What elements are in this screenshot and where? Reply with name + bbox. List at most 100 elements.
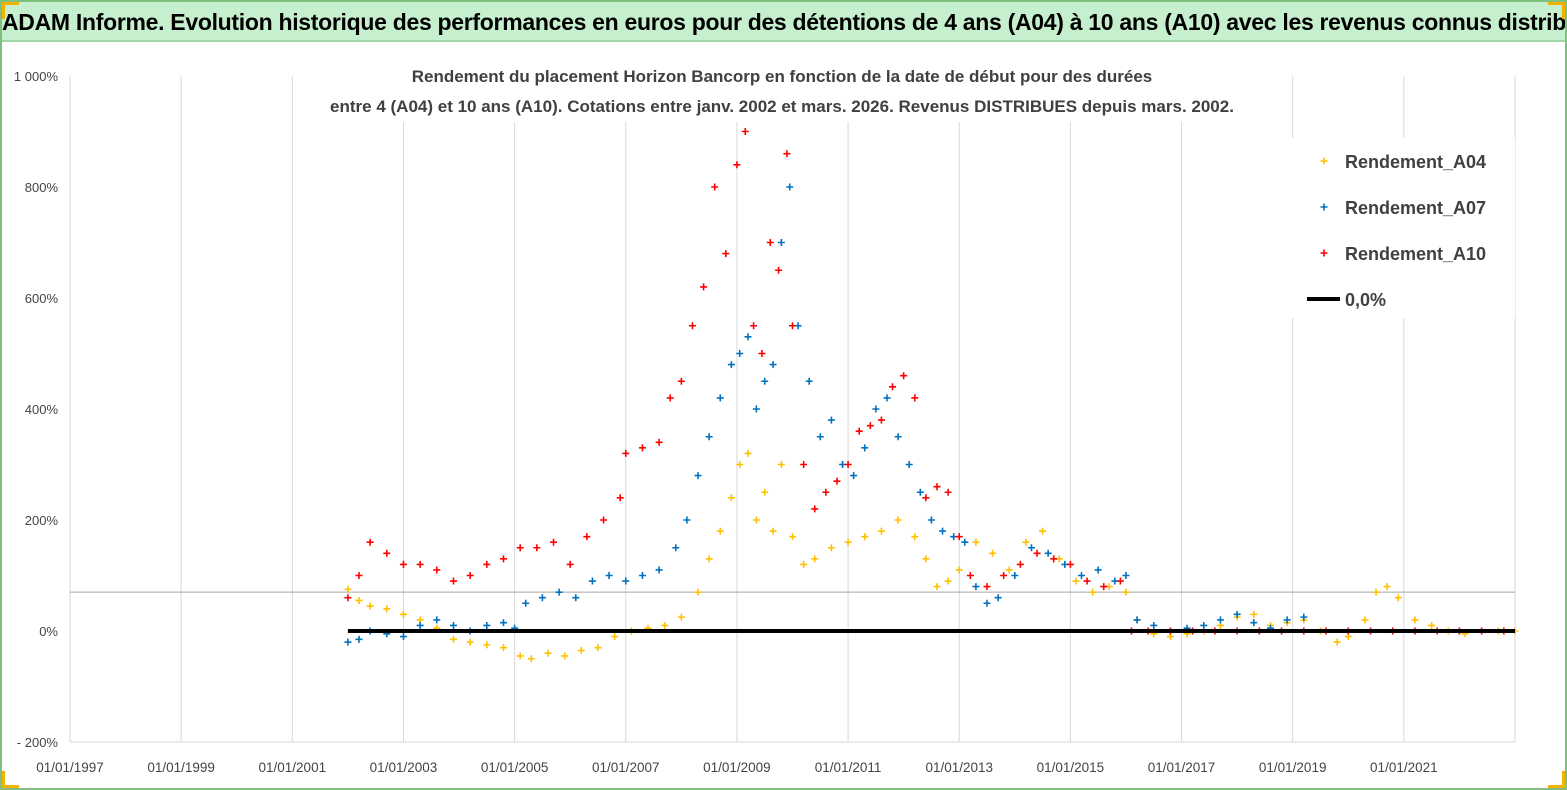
data-point [588,577,596,585]
x-tick-label: 01/01/2003 [370,760,438,775]
chart-title-line-2: entre 4 (A04) et 10 ans (A10). Cotations… [330,97,1234,116]
data-point [827,544,835,552]
data-point [889,383,897,391]
data-point [483,560,491,568]
data-point [366,602,374,610]
data-point [500,555,507,563]
legend-swatch [1320,157,1328,165]
data-point [500,644,507,652]
data-point [677,613,685,621]
data-point [1250,619,1258,627]
y-tick-label: 800% [25,180,59,195]
data-point [583,533,591,541]
data-point [983,599,991,607]
legend-item: Rendement_A10 [1320,244,1486,264]
data-point [1372,588,1380,596]
data-point [1122,588,1130,596]
data-point [894,516,902,524]
x-tick-label: 01/01/2021 [1370,760,1438,775]
data-point [416,621,424,629]
data-point [666,394,674,402]
data-point [894,433,902,441]
data-point [533,544,541,552]
legend: Rendement_A04 Rendement_A07 Rendement_A10 0… [1286,138,1515,318]
legend-label: Rendement_A07 [1345,198,1486,218]
data-point [1050,555,1058,563]
x-tick-label: 01/01/2017 [1148,760,1216,775]
data-point [1216,616,1224,624]
y-axis-ticks: 1 000% 800% 600% 400% 200% 0% - 200% [14,69,59,750]
data-point [911,533,919,541]
data-point [736,350,744,357]
data-point [449,635,457,643]
data-point [911,394,919,402]
data-point [538,594,546,602]
data-point [399,633,407,641]
data-point [1133,616,1141,624]
data-point [811,505,819,513]
corner-marker-top-left [2,2,19,19]
x-tick-label: 01/01/2013 [925,760,993,775]
x-tick-label: 01/01/2005 [481,760,549,775]
data-point [833,477,841,485]
data-point [905,461,913,468]
data-point [900,372,908,380]
data-point [989,549,997,557]
data-point [1100,583,1108,591]
data-point [741,128,749,135]
data-point [1027,544,1035,552]
legend-label: Rendement_A10 [1345,244,1486,264]
data-point [983,583,991,591]
data-point [1033,549,1041,557]
data-point [1044,549,1052,557]
data-point [933,483,941,491]
data-point [544,649,552,657]
data-point [716,527,724,535]
data-point [783,150,791,158]
data-point [1361,616,1369,624]
data-point [1072,577,1080,585]
data-point [777,461,785,468]
data-point [1016,560,1024,568]
data-point [1005,566,1013,574]
data-point [1300,613,1308,621]
data-point [769,527,777,535]
data-point [611,633,619,641]
data-point [483,621,491,629]
data-point [800,461,808,468]
data-point [1394,594,1402,602]
data-point [933,583,941,591]
legend-item: 0,0% [1307,290,1386,310]
data-point [1122,572,1130,579]
data-point [944,488,952,496]
data-point [516,652,524,660]
data-point [1000,572,1008,579]
data-point [688,322,696,330]
legend-swatch [1320,203,1328,211]
data-point [752,516,760,524]
data-point [416,560,424,568]
data-point [944,577,952,585]
x-tick-label: 01/01/2015 [1037,760,1105,775]
data-point [1383,583,1391,591]
header-bar: ADAM Informe. Evolution historique des p… [2,2,1565,42]
data-point [775,266,783,274]
data-point [766,239,774,246]
data-point [433,566,441,574]
data-point [700,283,708,291]
data-point [733,161,741,169]
data-point [1200,621,1208,629]
data-point [966,572,974,579]
series-Rendement_A07 [344,183,1308,646]
data-point [1089,588,1097,596]
data-point [789,533,796,541]
series-points [344,128,1519,663]
data-point [616,494,624,502]
data-point [449,577,457,585]
corner-marker-bottom-left [2,771,19,788]
data-point [566,560,574,568]
data-point [716,394,724,402]
data-point [727,361,735,369]
data-point [399,560,407,568]
